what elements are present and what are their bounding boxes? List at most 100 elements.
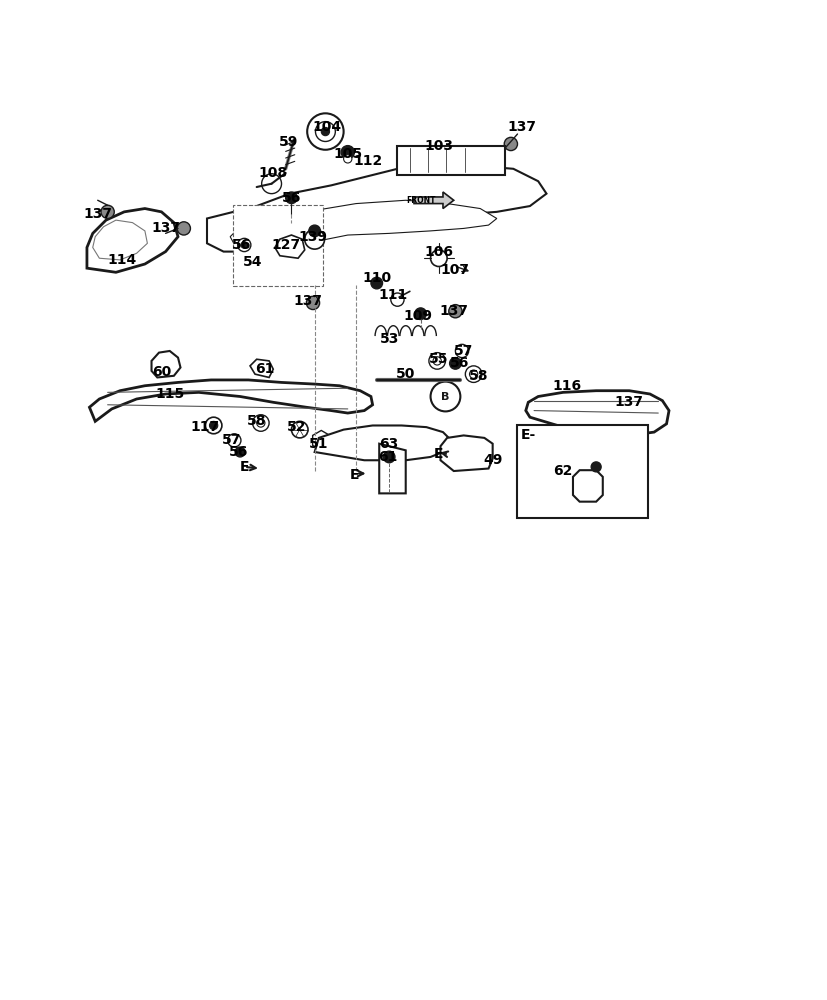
Text: 137: 137 <box>151 221 180 235</box>
Text: 53: 53 <box>379 332 399 346</box>
Text: 54: 54 <box>242 255 262 269</box>
Polygon shape <box>93 220 147 260</box>
Text: 56: 56 <box>228 445 248 459</box>
Text: 110: 110 <box>361 271 391 285</box>
Text: 111: 111 <box>378 288 408 302</box>
Text: E: E <box>433 447 443 461</box>
Circle shape <box>430 250 447 267</box>
Text: 137: 137 <box>83 207 112 221</box>
Polygon shape <box>313 430 329 450</box>
Text: 108: 108 <box>258 166 288 180</box>
Text: E: E <box>349 468 359 482</box>
Polygon shape <box>314 425 451 460</box>
Text: 137: 137 <box>293 294 323 308</box>
Text: 116: 116 <box>552 379 581 393</box>
Text: 137: 137 <box>438 304 468 318</box>
Text: 58: 58 <box>468 369 488 383</box>
Text: 49: 49 <box>482 453 502 467</box>
Text: E-: E- <box>520 428 535 442</box>
Circle shape <box>306 296 319 310</box>
Circle shape <box>241 242 247 248</box>
Polygon shape <box>151 351 180 377</box>
Text: 105: 105 <box>332 147 362 161</box>
Polygon shape <box>207 165 546 252</box>
Text: E: E <box>239 460 249 474</box>
Circle shape <box>433 357 441 365</box>
Text: 55: 55 <box>428 352 448 366</box>
Bar <box>233 205 323 286</box>
Circle shape <box>308 225 320 237</box>
Circle shape <box>227 434 241 447</box>
Text: 50: 50 <box>395 367 415 381</box>
Text: 137: 137 <box>614 395 643 409</box>
Circle shape <box>504 137 517 151</box>
Text: 56: 56 <box>281 191 301 205</box>
Text: 60: 60 <box>151 365 171 379</box>
Text: 57: 57 <box>453 344 473 358</box>
Circle shape <box>304 229 324 249</box>
Text: 115: 115 <box>155 387 184 401</box>
Polygon shape <box>379 444 405 493</box>
Bar <box>517 425 648 518</box>
Text: 106: 106 <box>423 245 453 259</box>
Circle shape <box>624 431 637 445</box>
Bar <box>397 146 504 175</box>
Circle shape <box>307 113 343 150</box>
Circle shape <box>235 447 245 457</box>
Text: 56: 56 <box>449 356 469 370</box>
Circle shape <box>261 174 281 194</box>
Polygon shape <box>275 235 304 258</box>
Text: 56: 56 <box>232 238 251 252</box>
Circle shape <box>256 419 265 427</box>
Text: 109: 109 <box>403 309 433 323</box>
Polygon shape <box>250 359 273 377</box>
Circle shape <box>449 358 461 369</box>
Polygon shape <box>572 470 602 502</box>
Text: FRONT: FRONT <box>405 196 435 205</box>
Text: 61: 61 <box>377 450 397 464</box>
Polygon shape <box>89 380 372 421</box>
Circle shape <box>469 370 477 378</box>
Text: B: B <box>441 391 449 401</box>
Text: 127: 127 <box>270 238 300 252</box>
Circle shape <box>383 451 394 463</box>
Circle shape <box>341 146 354 159</box>
Text: 114: 114 <box>108 253 137 267</box>
Text: 112: 112 <box>353 154 383 168</box>
Text: 63: 63 <box>379 437 399 451</box>
Text: 61: 61 <box>255 362 275 376</box>
Circle shape <box>291 421 308 438</box>
Text: 117: 117 <box>190 420 220 434</box>
Text: 59: 59 <box>278 135 298 149</box>
Circle shape <box>321 127 329 136</box>
Text: 139: 139 <box>298 230 327 244</box>
Text: 52: 52 <box>286 420 306 434</box>
Circle shape <box>205 417 222 434</box>
Circle shape <box>390 293 404 306</box>
Polygon shape <box>87 209 178 272</box>
Circle shape <box>237 238 251 252</box>
Circle shape <box>101 205 114 218</box>
Polygon shape <box>414 192 453 209</box>
Text: 107: 107 <box>440 263 470 277</box>
Text: 58: 58 <box>246 414 266 428</box>
Polygon shape <box>230 200 496 252</box>
Text: 137: 137 <box>506 120 536 134</box>
Circle shape <box>252 415 269 431</box>
Polygon shape <box>525 391 668 435</box>
Circle shape <box>343 155 351 163</box>
Polygon shape <box>440 435 492 471</box>
Circle shape <box>177 222 190 235</box>
Circle shape <box>448 305 461 318</box>
Circle shape <box>414 308 426 319</box>
Circle shape <box>590 462 600 472</box>
Circle shape <box>430 382 460 411</box>
Circle shape <box>428 353 445 369</box>
Circle shape <box>465 366 481 382</box>
Text: 51: 51 <box>308 437 328 451</box>
Circle shape <box>285 192 297 204</box>
Text: 57: 57 <box>222 433 241 447</box>
Text: 103: 103 <box>423 139 453 153</box>
Text: 104: 104 <box>312 120 342 134</box>
Circle shape <box>315 122 335 141</box>
